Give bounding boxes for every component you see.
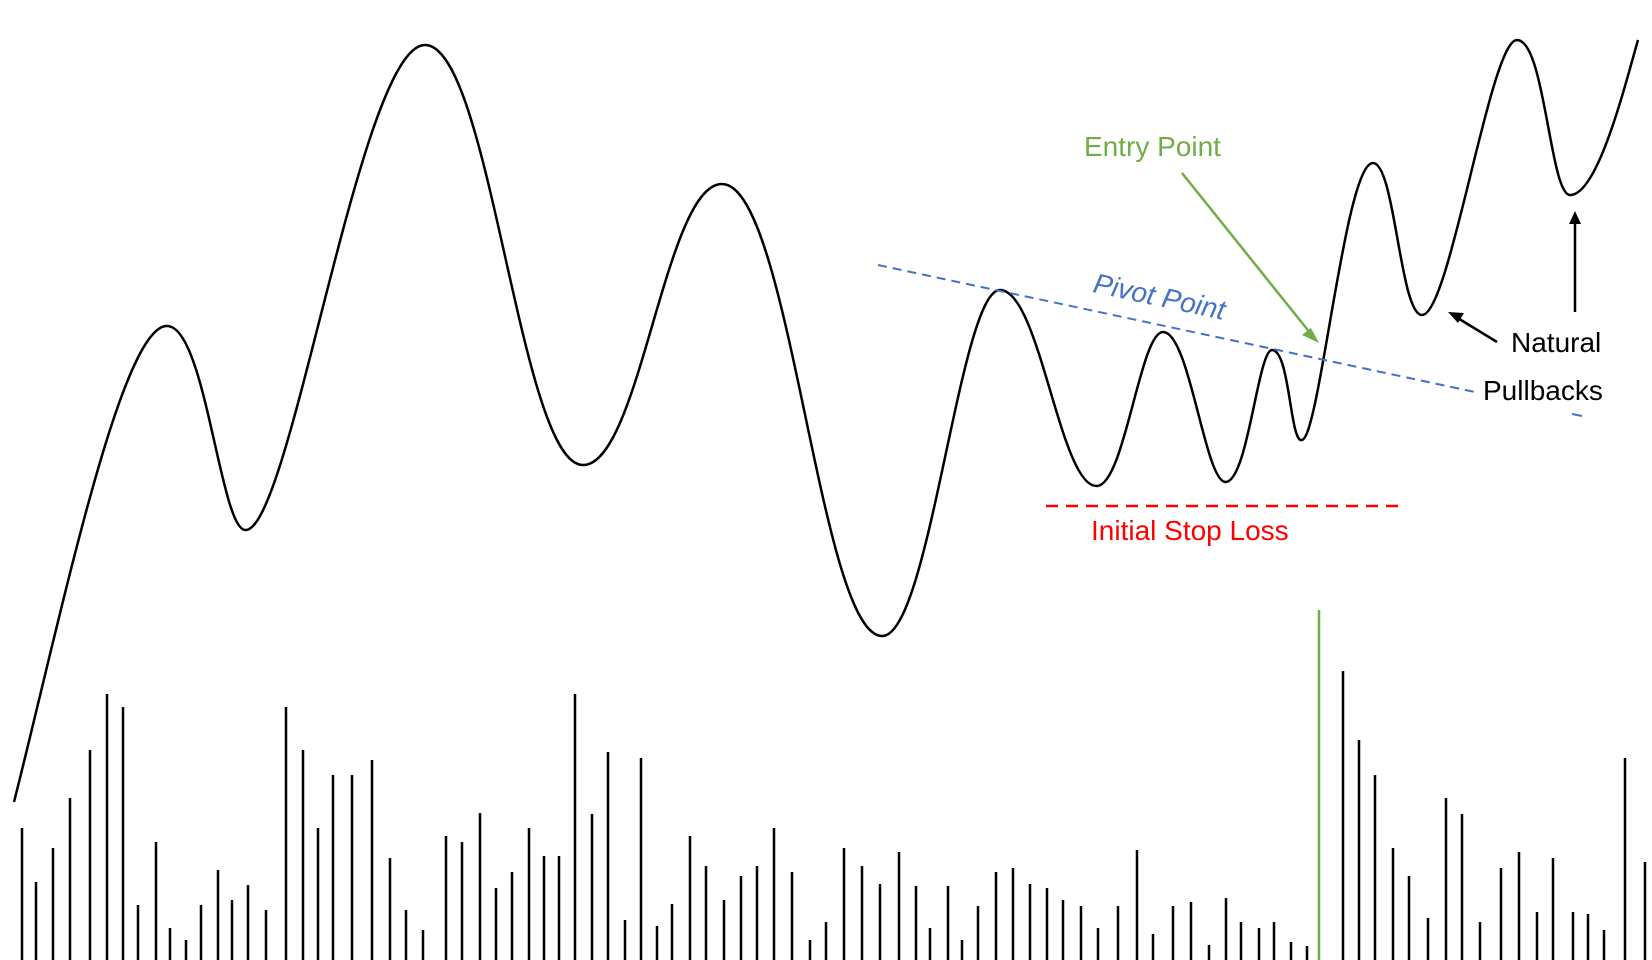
pivot-point-line	[877, 264, 1476, 393]
pullback-arrow-up-head	[1569, 211, 1581, 224]
natural-label: Natural	[1511, 327, 1601, 358]
entry-point-label: Entry Point	[1084, 131, 1221, 162]
price-line	[12, 38, 1640, 803]
entry-arrowhead	[1302, 328, 1319, 343]
pullback-arrow-left-line	[1455, 315, 1498, 344]
pullbacks-label: Pullbacks	[1483, 375, 1603, 406]
pivot-point-line-tail	[1571, 413, 1583, 417]
pullback-arrow-left-head	[1448, 312, 1464, 323]
entry-arrow-line	[1181, 172, 1312, 335]
initial-stop-loss-label: Initial Stop Loss	[1091, 515, 1289, 546]
pivot-point-label: Pivot Point	[1091, 268, 1230, 326]
volume-bars	[20, 671, 1647, 960]
